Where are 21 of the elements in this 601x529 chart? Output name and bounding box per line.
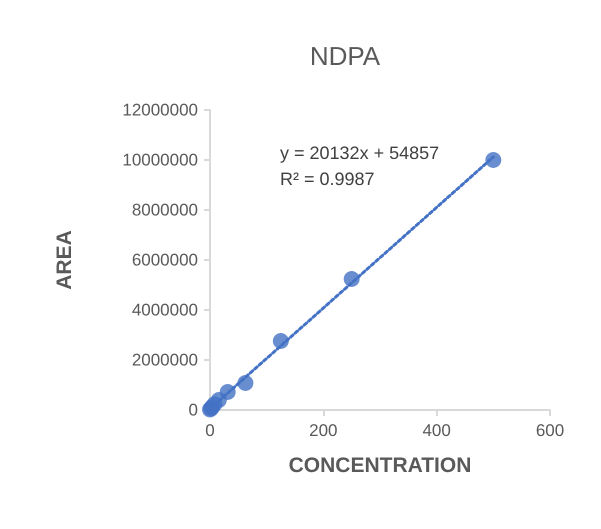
annotation: y = 20132x + 54857 — [280, 143, 440, 163]
point — [272, 333, 289, 349]
x-axis-title: CONCENTRATION — [288, 454, 472, 477]
y-tick-label: 10000000 — [122, 150, 198, 170]
y-tick-label: 6000000 — [132, 250, 198, 270]
y-tick-label: 4000000 — [132, 300, 198, 320]
x-tick-label: 600 — [536, 421, 564, 440]
annotation: R² = 0.9987 — [280, 169, 375, 189]
y-tick-label: 8000000 — [132, 200, 198, 220]
y-tick-label: 0 — [188, 400, 198, 420]
point — [220, 384, 236, 400]
x-tick-label: 0 — [205, 421, 215, 440]
point — [344, 271, 360, 287]
chart-title: NDPA — [310, 41, 381, 71]
point — [237, 375, 254, 391]
x-tick-label: 200 — [309, 421, 338, 440]
y-axis-title: AREA — [53, 230, 76, 290]
x-tick-label: 400 — [422, 421, 451, 440]
y-tick-label: 12000000 — [122, 100, 198, 120]
y-tick-label: 2000000 — [132, 350, 198, 370]
point — [485, 152, 502, 168]
